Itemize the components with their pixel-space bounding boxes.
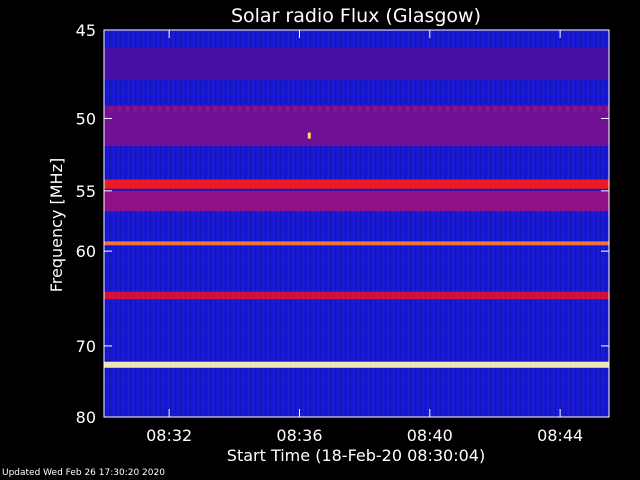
band-6 [104, 291, 609, 300]
y-tick-label: 70 [76, 337, 96, 356]
updated-timestamp: Updated Wed Feb 26 17:30:20 2020 [2, 468, 165, 478]
band-0 [104, 47, 609, 81]
x-tick-label: 08:32 [146, 426, 192, 445]
x-axis: 08:32 08:36 08:40 08:44 [146, 30, 583, 445]
band-3 [104, 179, 609, 189]
chart-title: Solar radio Flux (Glasgow) [231, 5, 481, 27]
y-axis: 45 50 55 60 70 80 [76, 21, 609, 427]
y-tick-label: 80 [76, 408, 96, 427]
band-5 [104, 241, 609, 246]
plot-frame [103, 29, 610, 418]
band-2 [104, 105, 609, 147]
x-tick-label: 08:44 [537, 426, 583, 445]
band-4 [104, 190, 609, 212]
y-tick-label: 45 [76, 21, 96, 40]
x-axis-label: Start Time (18-Feb-20 08:30:04) [227, 446, 485, 465]
x-tick-label: 08:36 [276, 426, 322, 445]
y-tick-label: 50 [76, 109, 96, 128]
y-tick-label: 60 [76, 242, 96, 261]
plot-area [103, 29, 610, 418]
texture-vertical [104, 30, 609, 417]
y-tick-label: 55 [76, 182, 96, 201]
band-7 [104, 361, 609, 368]
x-tick-label: 08:40 [407, 426, 453, 445]
y-axis-label: Frequency [MHz] [47, 158, 66, 292]
burst-point [307, 132, 311, 139]
